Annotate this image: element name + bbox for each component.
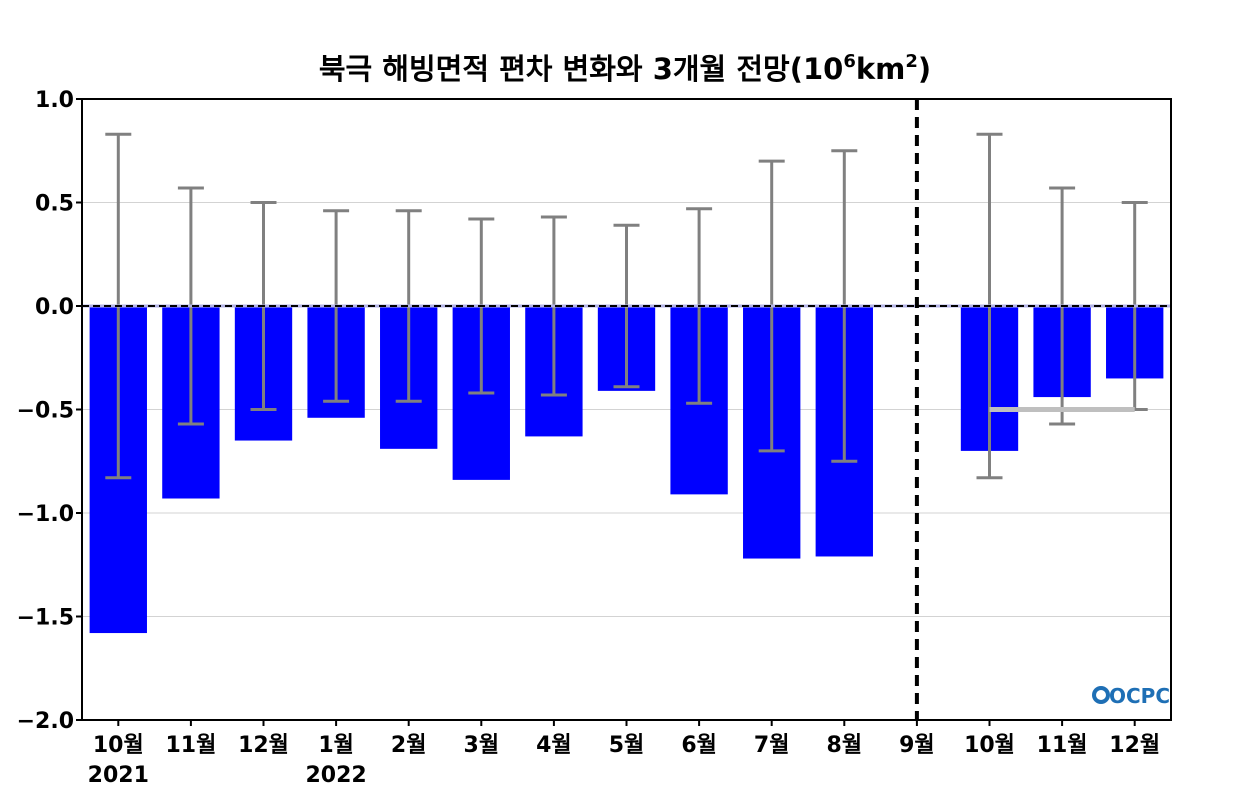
title-superscript-2: 2 (905, 51, 918, 72)
x-tick-label: 12월 (1109, 733, 1160, 758)
x-tick-label: 3월 (464, 733, 500, 758)
x-tick-label: 2월 (391, 733, 427, 758)
logo-text: OCPC (1109, 684, 1170, 708)
x-tick-label: 6월 (681, 733, 717, 758)
y-tick-label: 0.5 (35, 192, 74, 217)
x-year-label: 2022 (305, 763, 366, 788)
y-tick-label: −2.0 (17, 709, 74, 734)
y-tick-label: 0.0 (35, 295, 74, 320)
x-tick-label: 12월 (238, 733, 289, 758)
title-end: ) (917, 52, 932, 86)
y-tick-label: −1.5 (17, 606, 74, 631)
x-tick-label: 5월 (609, 733, 645, 758)
x-tick-label: 9월 (899, 733, 935, 758)
chart-title: 북극 해빙면적 편차 변화와 3개월 전망(106km2) (0, 46, 1250, 88)
axes (76, 98, 1172, 726)
x-tick-label: 11월 (165, 733, 216, 758)
x-tick-label: 10월 (93, 733, 144, 758)
x-tick-label: 4월 (536, 733, 572, 758)
x-tick-label: 10월 (964, 733, 1015, 758)
error-bars (105, 132, 1148, 480)
x-tick-label: 11월 (1037, 733, 1088, 758)
y-tick-label: −1.0 (17, 502, 74, 527)
logo-globe-inner (1096, 690, 1106, 700)
y-tick-label: −0.5 (17, 399, 74, 424)
x-tick-label: 1월 (318, 733, 354, 758)
title-main: 북극 해빙면적 편차 변화와 3개월 전망(10 (318, 52, 844, 86)
x-year-label: 2021 (88, 763, 149, 788)
x-tick-label: 7월 (754, 733, 790, 758)
y-tick-labels: 1.0 0.5 0.0 −0.5 −1.0 −1.5 −2.0 (17, 88, 74, 734)
title-unit: km (855, 52, 906, 86)
x-tick-labels: 10월 2021 11월 12월 1월 2022 2월 3월 4월 5월 6월 7월 8월 9월 10월 11… (88, 733, 1160, 788)
ocpc-logo: OCPC (1092, 684, 1170, 708)
x-tick-label: 8월 (827, 733, 863, 758)
y-tick-label: 1.0 (35, 88, 74, 113)
title-superscript-6: 6 (843, 51, 856, 72)
